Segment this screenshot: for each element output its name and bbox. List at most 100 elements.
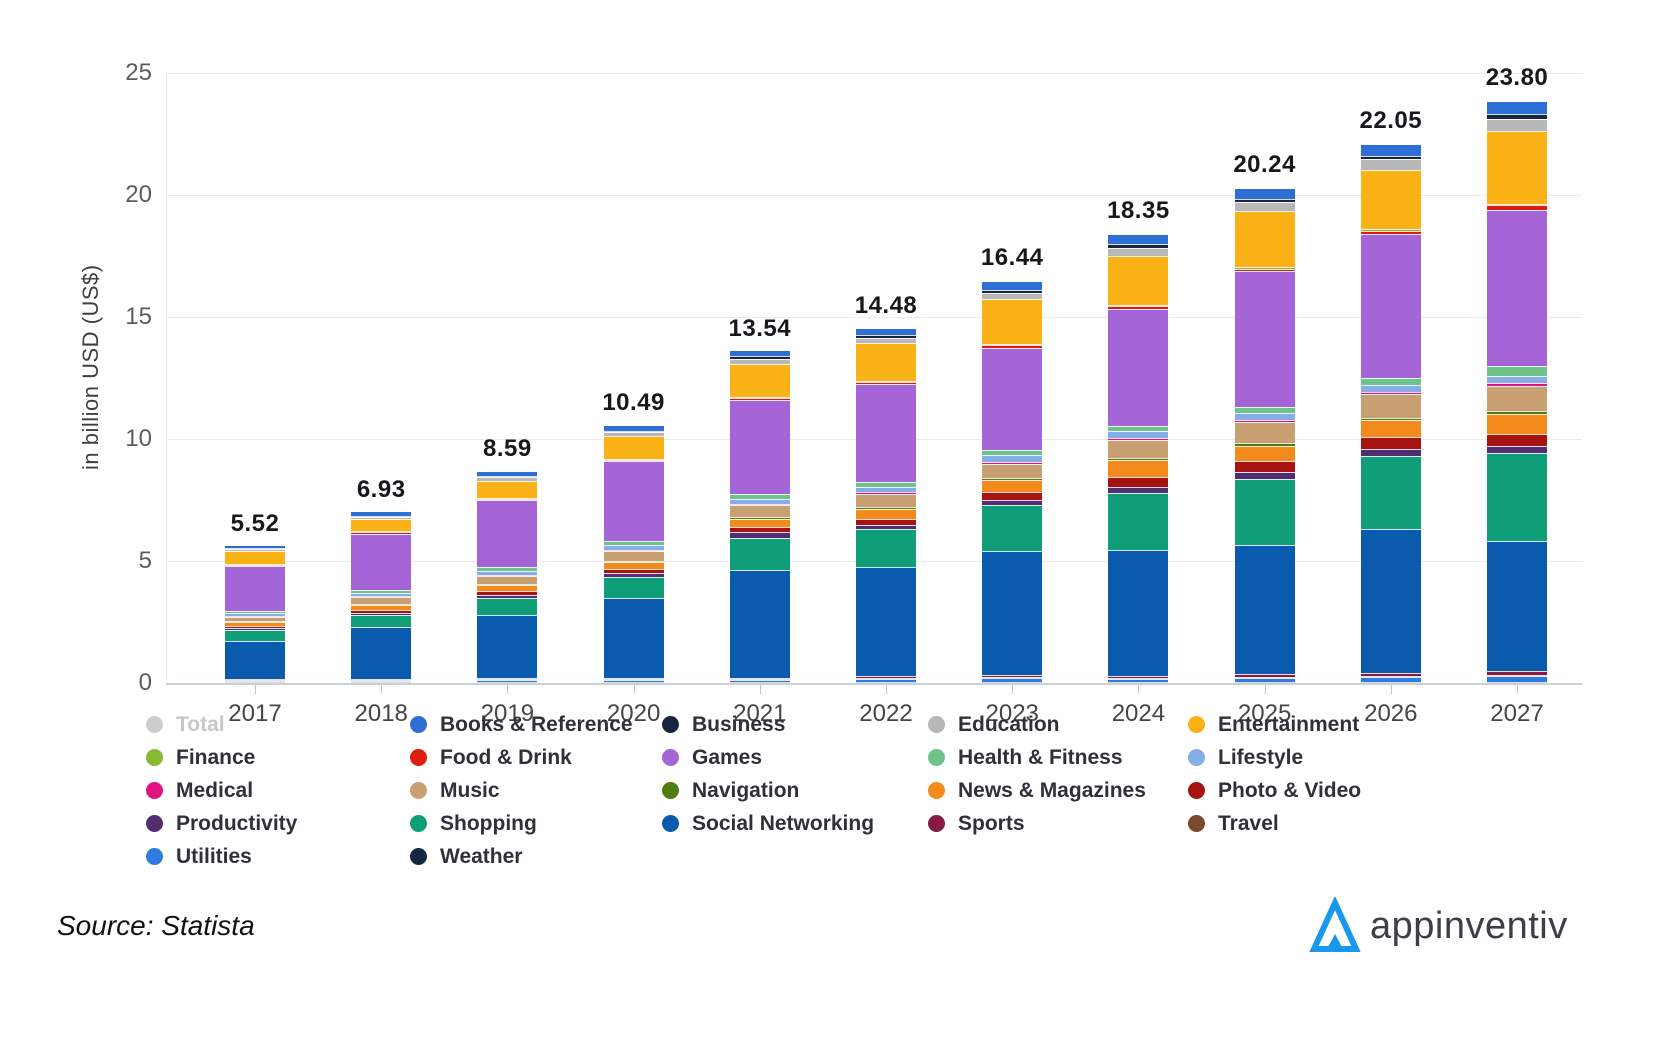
- segment-2017-news-magazines[interactable]: [225, 622, 285, 627]
- segment-2024-medical[interactable]: [1108, 437, 1169, 440]
- segment-2023-entertainment[interactable]: [982, 299, 1043, 345]
- segment-2021-games[interactable]: [729, 399, 790, 494]
- segment-2018-entertainment[interactable]: [351, 519, 412, 532]
- legend-item-shopping[interactable]: Shopping: [410, 812, 662, 836]
- legend-item-lifestyle[interactable]: Lifestyle: [1188, 746, 1438, 770]
- segment-2019-news-magazines[interactable]: [477, 585, 538, 592]
- segment-2023-weather[interactable]: [982, 682, 1043, 683]
- segment-2019-education[interactable]: [477, 477, 538, 481]
- legend-item-food-drink[interactable]: Food & Drink: [410, 746, 662, 770]
- segment-2017-photo-video[interactable]: [225, 626, 285, 629]
- legend-item-productivity[interactable]: Productivity: [146, 812, 410, 836]
- segment-2022-sports[interactable]: [856, 676, 916, 678]
- segment-2018-business[interactable]: [351, 515, 412, 517]
- segment-2020-games[interactable]: [603, 461, 664, 541]
- segment-2024-shopping[interactable]: [1108, 492, 1169, 550]
- segment-2022-games[interactable]: [856, 384, 916, 482]
- segment-2026-travel[interactable]: [1360, 676, 1421, 678]
- segment-2019-travel[interactable]: [477, 679, 538, 681]
- segment-2025-productivity[interactable]: [1234, 472, 1295, 479]
- segment-2021-books-reference[interactable]: [729, 351, 790, 357]
- bar-2025[interactable]: [1234, 188, 1295, 683]
- segment-2020-navigation[interactable]: [603, 560, 664, 563]
- segment-2019-books-reference[interactable]: [477, 471, 538, 477]
- segment-2026-health-fitness[interactable]: [1360, 377, 1421, 385]
- segment-2024-weather[interactable]: [1108, 682, 1169, 683]
- legend-item-travel[interactable]: Travel: [1188, 812, 1438, 836]
- bar-2017[interactable]: [225, 545, 285, 683]
- segment-2026-weather[interactable]: [1360, 682, 1421, 683]
- segment-2023-medical[interactable]: [982, 461, 1043, 465]
- legend-item-music[interactable]: Music: [410, 779, 662, 803]
- segment-2022-books-reference[interactable]: [856, 329, 916, 335]
- bar-2024[interactable]: [1108, 234, 1169, 683]
- segment-2019-productivity[interactable]: [477, 594, 538, 599]
- segment-2026-entertainment[interactable]: [1360, 169, 1421, 230]
- segment-2026-sports[interactable]: [1360, 673, 1421, 677]
- segment-2025-news-magazines[interactable]: [1234, 445, 1295, 462]
- legend-item-utilities[interactable]: Utilities: [146, 845, 410, 869]
- segment-2025-music[interactable]: [1234, 422, 1295, 443]
- segment-2026-games[interactable]: [1360, 233, 1421, 378]
- segment-2027-books-reference[interactable]: [1487, 102, 1547, 115]
- segment-2018-travel[interactable]: [351, 679, 412, 681]
- legend-item-navigation[interactable]: Navigation: [662, 779, 928, 803]
- segment-2027-sports[interactable]: [1487, 670, 1547, 676]
- segment-2027-news-magazines[interactable]: [1487, 413, 1547, 434]
- bar-2021[interactable]: [729, 351, 790, 683]
- segment-2025-lifestyle[interactable]: [1234, 412, 1295, 420]
- segment-2022-productivity[interactable]: [856, 524, 916, 530]
- segment-2022-finance[interactable]: [856, 380, 916, 382]
- segment-2024-entertainment[interactable]: [1108, 256, 1169, 305]
- segment-2020-shopping[interactable]: [603, 576, 664, 598]
- segment-2022-lifestyle[interactable]: [856, 486, 916, 493]
- segment-2019-food-drink[interactable]: [477, 498, 538, 501]
- segment-2017-medical[interactable]: [225, 615, 285, 617]
- segment-2026-food-drink[interactable]: [1360, 230, 1421, 234]
- segment-2025-travel[interactable]: [1234, 676, 1295, 678]
- segment-2020-health-fitness[interactable]: [603, 540, 664, 545]
- segment-2026-finance[interactable]: [1360, 229, 1421, 231]
- segment-2025-food-drink[interactable]: [1234, 268, 1295, 272]
- segment-2026-shopping[interactable]: [1360, 456, 1421, 530]
- segment-2022-entertainment[interactable]: [856, 342, 916, 381]
- segment-2021-health-fitness[interactable]: [729, 493, 790, 499]
- segment-2018-food-drink[interactable]: [351, 532, 412, 534]
- segment-2020-business[interactable]: [603, 430, 664, 432]
- segment-2020-weather[interactable]: [603, 682, 664, 683]
- segment-2018-lifestyle[interactable]: [351, 592, 412, 597]
- segment-2024-sports[interactable]: [1108, 675, 1169, 678]
- segment-2025-books-reference[interactable]: [1234, 188, 1295, 199]
- segment-2018-news-magazines[interactable]: [351, 604, 412, 610]
- segment-2027-social-networking[interactable]: [1487, 541, 1547, 671]
- legend-item-games[interactable]: Games: [662, 746, 928, 770]
- segment-2019-photo-video[interactable]: [477, 591, 538, 595]
- segment-2021-lifestyle[interactable]: [729, 498, 790, 504]
- segment-2023-travel[interactable]: [982, 676, 1043, 678]
- segment-2017-games[interactable]: [225, 565, 285, 611]
- segment-2027-business[interactable]: [1487, 114, 1547, 119]
- segment-2026-photo-video[interactable]: [1360, 437, 1421, 449]
- legend-item-weather[interactable]: Weather: [410, 845, 662, 869]
- segment-2018-music[interactable]: [351, 597, 412, 604]
- bar-2027[interactable]: [1487, 102, 1547, 683]
- segment-2017-shopping[interactable]: [225, 630, 285, 641]
- legend-item-finance[interactable]: Finance: [146, 746, 410, 770]
- segment-2027-photo-video[interactable]: [1487, 433, 1547, 446]
- segment-2021-social-networking[interactable]: [729, 570, 790, 678]
- segment-2018-navigation[interactable]: [351, 603, 412, 605]
- segment-2024-food-drink[interactable]: [1108, 306, 1169, 309]
- bar-2019[interactable]: [477, 471, 538, 683]
- segment-2027-travel[interactable]: [1487, 675, 1547, 677]
- segment-2023-social-networking[interactable]: [982, 550, 1043, 675]
- segment-2027-food-drink[interactable]: [1487, 205, 1547, 210]
- segment-2022-music[interactable]: [856, 494, 916, 508]
- segment-2027-music[interactable]: [1487, 385, 1547, 412]
- segment-2027-lifestyle[interactable]: [1487, 375, 1547, 384]
- segment-2022-weather[interactable]: [856, 682, 916, 683]
- segment-2017-lifestyle[interactable]: [225, 612, 285, 616]
- segment-2021-photo-video[interactable]: [729, 526, 790, 532]
- segment-2027-finance[interactable]: [1487, 204, 1547, 206]
- segment-2025-photo-video[interactable]: [1234, 461, 1295, 473]
- segment-2022-medical[interactable]: [856, 492, 916, 495]
